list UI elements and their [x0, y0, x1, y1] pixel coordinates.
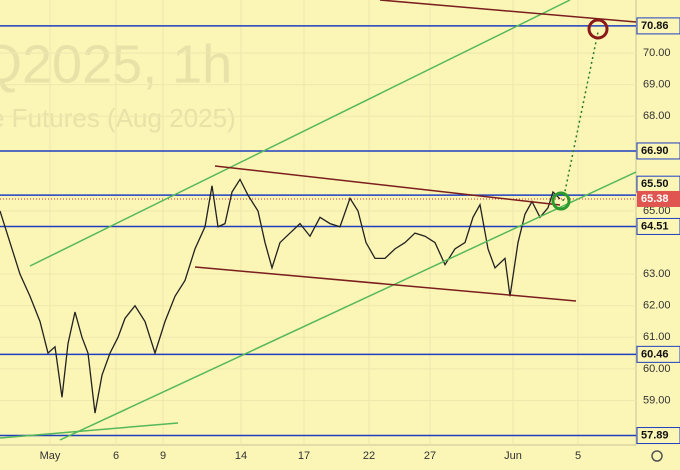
- trend-line: [0, 422, 179, 439]
- y-tick-label: 69.00: [643, 79, 671, 91]
- level-label-box: [636, 217, 680, 235]
- y-tick-label: 65.00: [643, 205, 671, 217]
- level-label: 65.50: [641, 178, 669, 190]
- x-tick-label: 22: [363, 450, 375, 462]
- level-label: 57.89: [641, 429, 669, 441]
- plot: [0, 0, 636, 445]
- x-tick-label: 5: [575, 450, 581, 462]
- x-tick-label: May: [40, 450, 61, 462]
- marker-circle: [587, 18, 609, 40]
- last-price-box: [637, 190, 680, 207]
- settings-icon[interactable]: [651, 450, 663, 462]
- level-label-box: [636, 345, 680, 363]
- trend-line: [29, 0, 571, 267]
- trend-line: [194, 266, 577, 302]
- last-price-label: 65.38: [641, 193, 669, 205]
- level-label: 70.86: [641, 20, 669, 32]
- trend-line: [379, 0, 637, 23]
- x-tick-label: 14: [235, 450, 247, 462]
- x-tick-label: Jun: [504, 450, 522, 462]
- marker-circle: [551, 191, 571, 211]
- y-tick-label: 61.00: [643, 331, 671, 343]
- price-line: [0, 178, 561, 414]
- level-label-box: [636, 427, 680, 445]
- level-label: 60.46: [641, 348, 669, 360]
- y-tick-label: 70.00: [643, 47, 671, 59]
- trend-line: [59, 171, 637, 441]
- x-tick-label: 17: [298, 450, 310, 462]
- trend-line: [214, 165, 561, 206]
- y-tick-label: 59.00: [643, 394, 671, 406]
- y-tick-label: 68.00: [643, 110, 671, 122]
- y-tick-label: 63.00: [643, 268, 671, 280]
- y-tick-label: 60.00: [643, 363, 671, 375]
- level-label: 64.51: [641, 220, 669, 232]
- x-tick-label: 6: [113, 450, 119, 462]
- projection: [562, 31, 599, 202]
- watermark-subtitle: e Futures (Aug 2025): [0, 103, 236, 133]
- x-tick-label: 27: [424, 450, 436, 462]
- level-label: 66.90: [641, 145, 669, 157]
- level-label-box: [636, 142, 680, 160]
- y-tick-label: 62.00: [643, 300, 671, 312]
- x-tick-label: 9: [160, 450, 166, 462]
- level-label-box: [636, 17, 680, 35]
